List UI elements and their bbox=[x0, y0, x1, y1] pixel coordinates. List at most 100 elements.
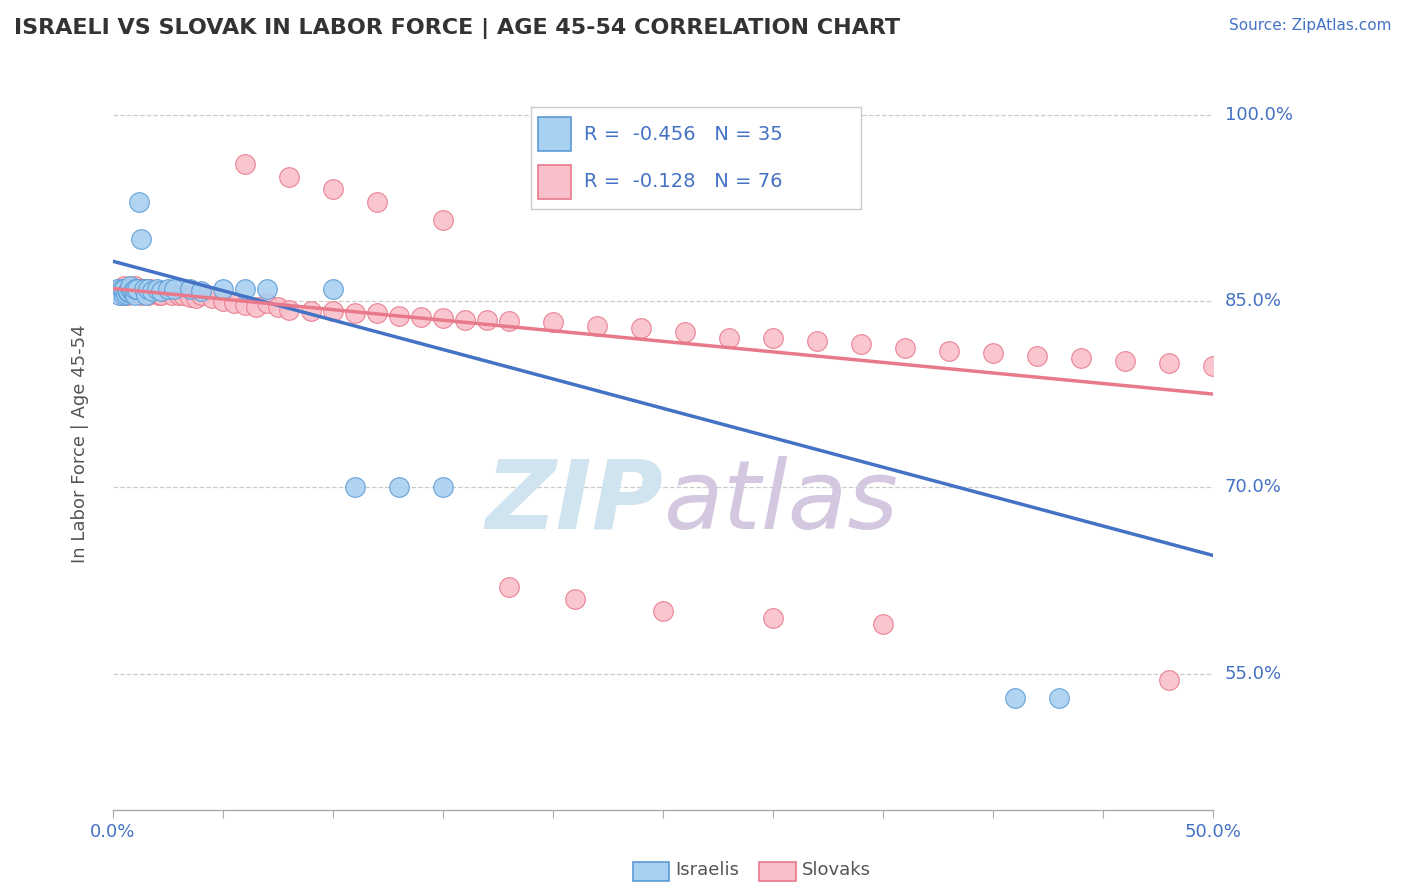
Point bbox=[179, 290, 201, 304]
Point bbox=[388, 480, 411, 494]
Point bbox=[630, 321, 652, 335]
Text: Israelis: Israelis bbox=[675, 861, 740, 879]
Point bbox=[762, 331, 785, 345]
Point bbox=[343, 306, 366, 320]
Point bbox=[128, 281, 150, 295]
Point bbox=[256, 296, 278, 310]
Point bbox=[124, 284, 146, 298]
Point bbox=[163, 281, 186, 295]
Point bbox=[125, 281, 148, 295]
Point bbox=[851, 337, 873, 351]
Point bbox=[143, 285, 166, 300]
Point bbox=[162, 287, 184, 301]
Text: 85.0%: 85.0% bbox=[1225, 292, 1282, 310]
Point bbox=[117, 284, 139, 298]
Point bbox=[124, 281, 146, 295]
Point bbox=[233, 281, 256, 295]
Point bbox=[432, 213, 454, 227]
Point bbox=[131, 232, 153, 246]
Point bbox=[201, 292, 224, 306]
Point bbox=[586, 318, 609, 333]
Point bbox=[388, 309, 411, 323]
Point bbox=[212, 293, 235, 308]
Text: 70.0%: 70.0% bbox=[1225, 478, 1281, 496]
Point bbox=[366, 194, 388, 209]
Point bbox=[806, 334, 828, 348]
Point bbox=[167, 287, 190, 301]
Point bbox=[112, 279, 135, 293]
Point bbox=[125, 284, 148, 298]
Point bbox=[132, 281, 155, 295]
Point bbox=[139, 281, 162, 295]
Point bbox=[1004, 691, 1026, 706]
Point bbox=[117, 287, 139, 301]
Point bbox=[278, 169, 301, 184]
Point bbox=[278, 302, 301, 317]
Point bbox=[115, 284, 138, 298]
Point bbox=[256, 281, 278, 295]
Point bbox=[128, 194, 150, 209]
Text: 55.0%: 55.0% bbox=[1225, 665, 1282, 682]
Point bbox=[120, 281, 142, 295]
Point bbox=[115, 286, 138, 301]
Point bbox=[652, 604, 675, 618]
Point bbox=[108, 281, 131, 295]
Point bbox=[141, 284, 163, 298]
Point bbox=[432, 480, 454, 494]
Point bbox=[1159, 356, 1181, 370]
Text: 100.0%: 100.0% bbox=[1225, 105, 1292, 124]
Point bbox=[409, 310, 432, 325]
Point bbox=[112, 287, 135, 301]
Point bbox=[172, 287, 194, 301]
Point bbox=[131, 287, 153, 301]
Point bbox=[498, 580, 520, 594]
Point bbox=[222, 296, 245, 310]
Point bbox=[156, 285, 179, 300]
Point bbox=[132, 281, 155, 295]
Point bbox=[121, 284, 143, 298]
Point bbox=[245, 300, 267, 314]
Point bbox=[1159, 673, 1181, 687]
Point bbox=[541, 315, 564, 329]
Point bbox=[190, 284, 212, 298]
Point bbox=[564, 592, 586, 607]
Point bbox=[150, 287, 173, 301]
Point bbox=[762, 610, 785, 624]
Point bbox=[233, 298, 256, 312]
Text: Source: ZipAtlas.com: Source: ZipAtlas.com bbox=[1229, 18, 1392, 33]
Point bbox=[136, 287, 159, 301]
Point bbox=[146, 284, 169, 298]
Text: atlas: atlas bbox=[664, 456, 898, 549]
Point bbox=[718, 331, 741, 345]
Point bbox=[498, 314, 520, 328]
Point bbox=[141, 284, 163, 298]
Point bbox=[179, 281, 201, 295]
Point bbox=[146, 281, 169, 295]
Point bbox=[108, 287, 131, 301]
Text: Slovaks: Slovaks bbox=[801, 861, 870, 879]
Point bbox=[322, 304, 344, 318]
Point bbox=[156, 281, 179, 295]
Text: ISRAELI VS SLOVAK IN LABOR FORCE | AGE 45-54 CORRELATION CHART: ISRAELI VS SLOVAK IN LABOR FORCE | AGE 4… bbox=[14, 18, 900, 39]
Point bbox=[124, 287, 146, 301]
Point bbox=[111, 287, 134, 301]
Point bbox=[267, 300, 290, 314]
Point bbox=[1114, 353, 1136, 368]
Point bbox=[117, 285, 139, 300]
Point bbox=[1047, 691, 1070, 706]
Point bbox=[475, 312, 498, 326]
Point bbox=[983, 346, 1005, 360]
Point bbox=[673, 325, 696, 339]
Text: ZIP: ZIP bbox=[485, 456, 664, 549]
Point bbox=[135, 284, 157, 298]
Point bbox=[190, 287, 212, 301]
Point bbox=[124, 279, 146, 293]
Y-axis label: In Labor Force | Age 45-54: In Labor Force | Age 45-54 bbox=[72, 325, 89, 563]
Point bbox=[136, 281, 159, 295]
Point bbox=[894, 341, 917, 355]
Point bbox=[938, 343, 960, 358]
Point bbox=[112, 281, 135, 295]
Point bbox=[120, 281, 142, 295]
Point bbox=[233, 157, 256, 171]
Point bbox=[322, 182, 344, 196]
